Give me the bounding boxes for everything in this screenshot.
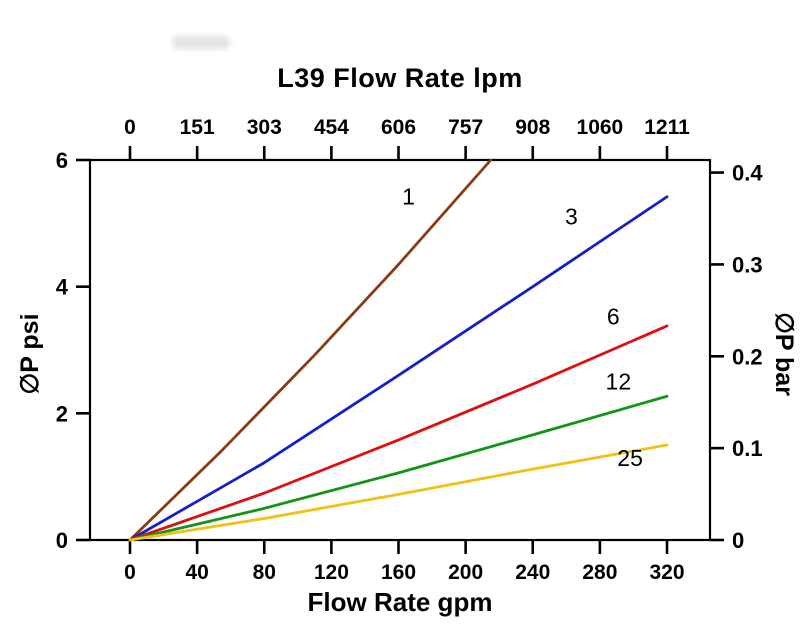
series-label-3: 3 <box>565 204 578 230</box>
series-line-3 <box>128 195 669 542</box>
y-tick-label-right: 0 <box>732 528 744 553</box>
x-tick-label-bottom: 240 <box>515 561 550 584</box>
y-tick-label-left: 6 <box>56 148 68 173</box>
series-label-1: 1 <box>402 183 415 209</box>
x-tick-label-bottom: 0 <box>124 561 136 584</box>
series-label-25: 25 <box>617 445 643 471</box>
x-tick-label-top: 757 <box>448 116 483 139</box>
series-line-12 <box>128 394 669 542</box>
x-tick-label-bottom: 40 <box>185 561 208 584</box>
y-tick-label-right: 0.1 <box>732 436 763 461</box>
x-tick-label-bottom: 120 <box>314 561 349 584</box>
x-tick-label-top: 1060 <box>577 116 624 139</box>
x-tick-label-top: 908 <box>515 116 550 139</box>
x-tick-label-top: 303 <box>247 116 282 139</box>
y-tick-label-left: 4 <box>56 275 69 300</box>
x-tick-label-top: 0 <box>124 116 136 139</box>
x-tick-label-bottom: 200 <box>448 561 483 584</box>
y-tick-label-right: 0.2 <box>732 344 763 369</box>
x-tick-label-bottom: 80 <box>253 561 276 584</box>
y-tick-label-left: 0 <box>56 528 68 553</box>
y-tick-label-right: 0.4 <box>732 161 763 186</box>
series-label-6: 6 <box>607 304 620 330</box>
x-tick-label-top: 454 <box>314 116 349 139</box>
series-line-6 <box>128 324 669 542</box>
series-label-12: 12 <box>606 368 632 394</box>
x-tick-label-top: 1211 <box>644 116 690 139</box>
series-line-1 <box>128 158 493 542</box>
plot-frame <box>88 158 712 542</box>
x-axis-label-bottom: Flow Rate gpm <box>307 587 493 617</box>
print-smudge-artifact <box>172 36 230 49</box>
x-tick-label-bottom: 320 <box>649 561 684 584</box>
x-tick-label-bottom: 160 <box>381 561 416 584</box>
series-line-25 <box>128 443 669 542</box>
y-tick-label-right: 0.3 <box>732 252 763 277</box>
x-tick-label-top: 606 <box>381 116 416 139</box>
x-tick-label-bottom: 280 <box>582 561 617 584</box>
x-tick-label-top: 151 <box>180 116 215 139</box>
chart-title: L39 Flow Rate lpm <box>277 63 523 93</box>
y-tick-label-left: 2 <box>56 401 68 426</box>
